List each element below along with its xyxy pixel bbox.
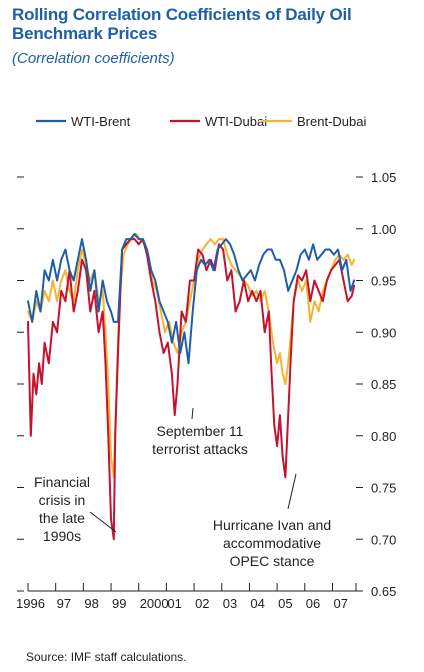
x-tick-label-3: 99 — [112, 596, 126, 611]
y-tick-label-0: 0.65 — [371, 584, 396, 599]
x-tick-label-0: 1996 — [16, 596, 45, 611]
legend: WTI-Brent WTI-Dubai Brent-Dubai — [36, 114, 366, 129]
legend-label-0: WTI-Brent — [71, 114, 131, 129]
annotation-leader-financial-crisis — [89, 511, 117, 533]
x-tick-label-8: 04 — [250, 596, 264, 611]
series-line-brent-dubai — [27, 232, 356, 479]
series-line-wti-brent — [27, 232, 356, 365]
y-tick-label-1: 0.70 — [371, 532, 396, 547]
annotation-hurricane-ivan-line-1: accommodative — [223, 535, 321, 551]
x-tick-label-1: 97 — [57, 596, 71, 611]
annotation-financial-crisis-line-0: Financial — [34, 474, 90, 490]
x-tick-label-11: 07 — [333, 596, 347, 611]
x-tick-label-5: 01 — [167, 596, 181, 611]
y-tick-label-6: 0.95 — [371, 274, 396, 289]
annotation-hurricane-ivan-line-0: Hurricane Ivan and — [213, 517, 331, 533]
annotation-september-11-line-1: terrorist attacks — [152, 441, 248, 457]
annotation-september-11-line-0: September 11 — [157, 423, 244, 439]
series-lines — [27, 232, 356, 541]
source-note: Source: IMF staff calculations. — [26, 650, 187, 664]
y-tick-label-8: 1.05 — [371, 170, 396, 185]
y-tick-label-2: 0.75 — [371, 481, 396, 496]
y-tick-label-4: 0.85 — [371, 377, 396, 392]
annotation-leader-september-11 — [191, 407, 194, 420]
legend-label-2: Brent-Dubai — [297, 114, 366, 129]
x-tick-label-4: 2000 — [140, 596, 169, 611]
y-tick-label-5: 0.90 — [371, 325, 396, 340]
axes: 0.65 0.70 0.75 0.80 0.85 0.90 0.95 1.00 1.05 1996… — [16, 170, 396, 611]
y-tick-label-3: 0.80 — [371, 429, 396, 444]
x-tick-label-10: 06 — [306, 596, 320, 611]
legend-label-1: WTI-Dubai — [205, 114, 267, 129]
annotation-financial-crisis-line-2: the late — [39, 510, 85, 526]
x-tick-label-9: 05 — [278, 596, 292, 611]
annotation-leader-hurricane-ivan — [287, 473, 297, 510]
annotation-financial-crisis-line-1: crisis in — [39, 492, 86, 508]
x-tick-label-2: 98 — [84, 596, 98, 611]
x-tick-label-7: 03 — [223, 596, 237, 611]
chart-title: Rolling Correlation Coefficients of Dail… — [12, 5, 352, 43]
x-tick-label-6: 02 — [195, 596, 209, 611]
series-line-wti-dubai — [27, 238, 356, 541]
annotation-financial-crisis-line-3: 1990s — [43, 528, 81, 544]
annotation-hurricane-ivan-line-2: OPEC stance — [230, 553, 315, 569]
chart-subtitle: (Correlation coefficients) — [12, 50, 175, 67]
y-tick-label-7: 1.00 — [371, 222, 396, 237]
annotations: Financial crisis in the late 1990s September… — [34, 407, 331, 569]
